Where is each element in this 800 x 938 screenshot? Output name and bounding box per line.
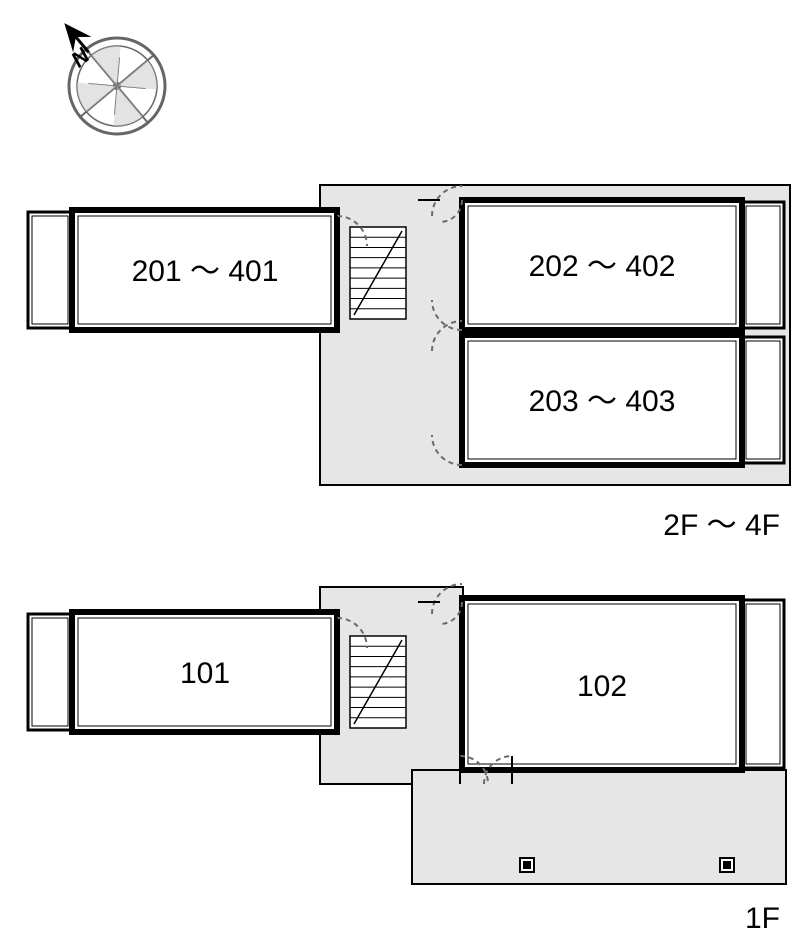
room-label-u203: 203 ～ 403	[529, 385, 676, 418]
floor-label-upper: 2F ～ 4F	[663, 509, 780, 542]
balcony	[28, 212, 72, 328]
floor-upper: 201 ～ 401 202 ～ 402 203 ～ 403 2F ～ 4F	[28, 185, 790, 542]
room-u203: 203 ～ 403	[462, 335, 742, 465]
stairs-icon	[350, 636, 406, 728]
room-u201: 201 ～ 401	[72, 210, 337, 330]
compass-icon: N	[28, 0, 185, 154]
balcony	[742, 337, 784, 463]
stairs-icon	[350, 227, 406, 319]
room-label-u201: 201 ～ 401	[132, 255, 279, 288]
floor-label-lower: 1F	[745, 902, 780, 935]
floor-lower: 101 102 1F	[28, 584, 786, 935]
room-l101: 101	[72, 612, 337, 732]
balcony	[28, 614, 72, 730]
room-u202: 202 ～ 402	[462, 200, 742, 330]
room-label-u202: 202 ～ 402	[529, 250, 676, 283]
floor-plan-svg: N201 ～ 401202 ～ 402203 ～ 4032F ～ 4F10110…	[0, 0, 800, 938]
room-label-l101: 101	[180, 657, 230, 690]
room-l102: 102	[462, 598, 742, 770]
balcony	[742, 600, 784, 768]
balcony	[742, 202, 784, 328]
room-label-l102: 102	[577, 670, 627, 703]
